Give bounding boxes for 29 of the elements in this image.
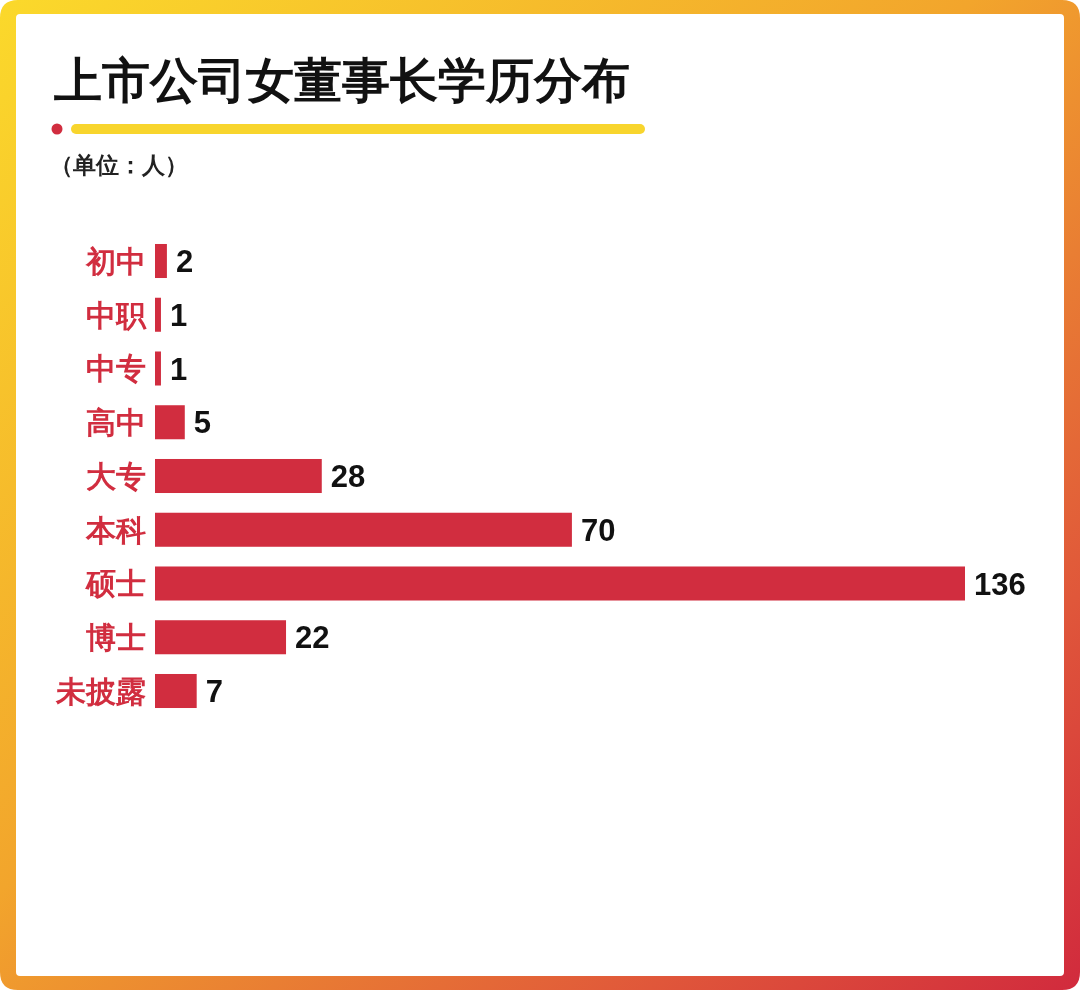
bar bbox=[155, 566, 965, 601]
data-label: 1 bbox=[169, 351, 188, 387]
y-tick-label: 博士 bbox=[86, 620, 146, 656]
y-tick-label: 大专 bbox=[86, 458, 146, 494]
bar bbox=[155, 297, 161, 332]
bar bbox=[155, 458, 322, 494]
bar bbox=[155, 351, 161, 386]
data-label: 7 bbox=[205, 674, 223, 710]
y-tick-label: 中专 bbox=[86, 351, 146, 387]
y-tick-label: 中职 bbox=[86, 297, 147, 333]
chart-subtitle: （单位：人） bbox=[50, 152, 188, 178]
bar bbox=[155, 620, 287, 655]
bar bbox=[155, 405, 185, 440]
y-tick-label: 未披露 bbox=[55, 673, 146, 709]
data-label: 22 bbox=[295, 620, 330, 656]
data-label: 1 bbox=[169, 297, 188, 333]
bar bbox=[155, 512, 572, 547]
y-tick-label: 初中 bbox=[85, 243, 146, 279]
data-label: 136 bbox=[974, 566, 1026, 602]
data-label: 70 bbox=[580, 512, 616, 548]
data-label: 5 bbox=[193, 405, 212, 441]
data-label: 28 bbox=[330, 459, 366, 495]
chart-title: 上市公司女董事长学历分布 bbox=[54, 52, 630, 108]
y-tick-label: 高中 bbox=[86, 405, 146, 441]
bar bbox=[155, 673, 197, 709]
data-label: 2 bbox=[175, 244, 194, 280]
bar bbox=[155, 243, 167, 279]
y-tick-label: 硕士 bbox=[85, 566, 146, 602]
y-tick-label: 本科 bbox=[85, 512, 146, 548]
